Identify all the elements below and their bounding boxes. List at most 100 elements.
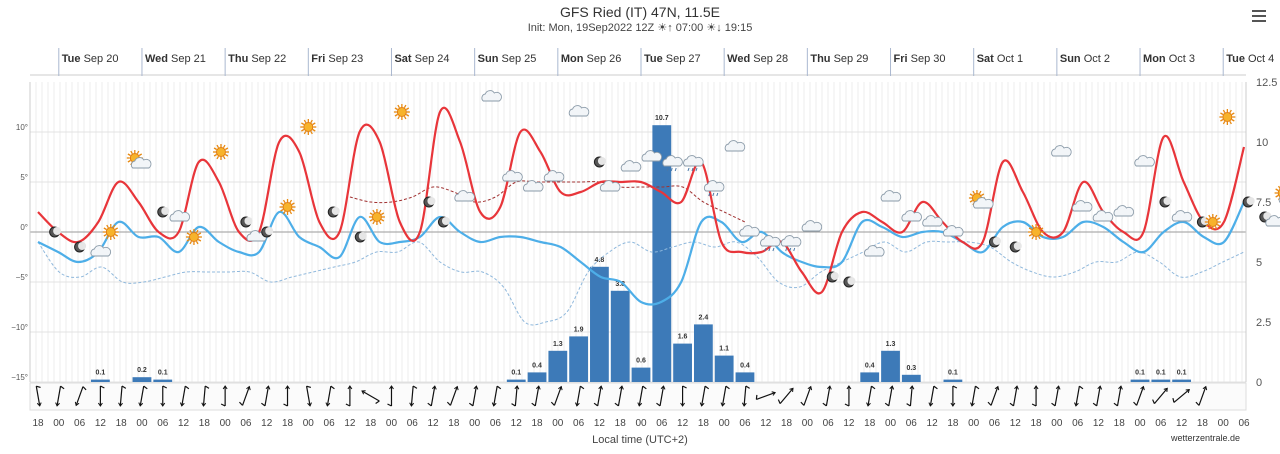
day-label-dow: Sat — [394, 53, 414, 65]
day-label: Sun Oct 2 — [1060, 53, 1110, 65]
hour-label: 18 — [781, 418, 793, 429]
hour-label: 12 — [677, 418, 689, 429]
init-label: Init: Mon, 19Sep2022 12Z — [527, 22, 655, 34]
precip-bar — [901, 374, 921, 382]
temperature-line — [37, 106, 1246, 295]
day-label-date: Oct 1 — [997, 53, 1023, 65]
wind-barb — [928, 385, 938, 407]
precip-label: 0.1 — [1156, 370, 1166, 377]
y-right-tick: 10 — [1256, 137, 1268, 149]
cloud-icon — [641, 150, 663, 162]
hour-label: 00 — [968, 418, 980, 429]
precip-bar — [1130, 379, 1150, 382]
hour-label: 18 — [282, 418, 294, 429]
rain-icon — [780, 235, 802, 252]
precip-label: 0.1 — [158, 370, 168, 377]
wind-barb — [656, 385, 666, 407]
precip-label: 0.2 — [137, 367, 147, 374]
day-label: Wed Sep 28 — [727, 53, 788, 65]
hour-label: 18 — [1197, 418, 1209, 429]
hour-label: 06 — [324, 418, 336, 429]
wind-barb — [387, 385, 394, 407]
precip-bar — [90, 379, 110, 382]
sun-icon — [212, 144, 229, 160]
chart-title: GFS Ried (IT) 47N, 11.5E — [559, 4, 720, 20]
wind-barb — [1195, 385, 1208, 406]
cloud-icon — [739, 225, 760, 237]
day-label: Fri Sep 23 — [311, 53, 363, 65]
moon-icon — [240, 216, 253, 228]
wind-barb — [35, 385, 42, 407]
wind-barb — [950, 385, 958, 407]
hour-label: 18 — [116, 418, 128, 429]
hour-label: 12 — [1093, 418, 1105, 429]
sun-icon — [1028, 224, 1045, 240]
cloud-icon — [724, 140, 746, 152]
hour-label: 06 — [1238, 418, 1250, 429]
day-label: Tue Sep 27 — [644, 53, 701, 65]
moon-icon — [826, 271, 839, 283]
precip-label: 0.4 — [532, 362, 542, 369]
day-label-date: Sep 22 — [251, 53, 286, 65]
wind-barb — [970, 385, 980, 407]
day-label: Tue Sep 20 — [62, 53, 119, 65]
precip-bar — [590, 266, 609, 382]
wind-barb — [822, 385, 832, 407]
day-label-dow: Sun — [1060, 53, 1084, 65]
hour-label: 00 — [719, 418, 731, 429]
wind-barb — [574, 385, 585, 407]
y-left-tick: −10° — [11, 323, 28, 332]
wind-barb — [884, 385, 895, 407]
day-label-dow: Mon — [1143, 53, 1169, 65]
wind-barb — [427, 385, 437, 407]
init-line: Init: Mon, 19Sep2022 12Z ☀↑ 07:00 ☀↓ 19:… — [0, 21, 1280, 34]
wind-barb — [637, 385, 647, 407]
y-left-tick: −15° — [11, 373, 28, 382]
precip-bar — [506, 379, 526, 382]
precip-bar — [943, 379, 963, 382]
day-label: Sat Sep 24 — [394, 53, 449, 65]
precip-label: 0.1 — [1177, 370, 1187, 377]
sunset-time: 19:15 — [724, 22, 753, 34]
hour-label: 12 — [511, 418, 523, 429]
cloud-icon — [523, 180, 544, 192]
cloud-icon — [1113, 205, 1135, 217]
wind-barb — [1074, 385, 1084, 407]
wind-barb — [74, 386, 87, 407]
precip-label: 1.9 — [574, 326, 584, 333]
hour-label: 06 — [573, 418, 585, 429]
hour-label: 18 — [698, 418, 710, 429]
sun-icon — [300, 119, 317, 135]
wind-barb — [800, 385, 813, 406]
sunrise-time: 07:00 — [675, 22, 704, 34]
day-label-date: Sep 29 — [834, 53, 869, 65]
moon-icon — [1259, 211, 1272, 223]
sun-icon — [393, 104, 410, 120]
y-left-tick: 0° — [20, 223, 28, 232]
menu-icon[interactable] — [1252, 10, 1266, 25]
precip-label: 4.8 — [595, 257, 605, 264]
hour-label: 06 — [906, 418, 918, 429]
day-label-dow: Wed — [727, 53, 753, 65]
precip-label: 1.6 — [678, 334, 688, 341]
day-label-dow: Thu — [810, 53, 833, 65]
day-band — [30, 48, 1246, 76]
hour-label: 00 — [1134, 418, 1146, 429]
precip-bar — [693, 324, 713, 382]
sunset-icon: ☀↓ — [706, 22, 725, 34]
day-label-date: Sep 25 — [501, 53, 536, 65]
day-label-dow: Mon — [561, 53, 587, 65]
cloud-icon — [1265, 215, 1280, 227]
cloud-icon — [864, 245, 885, 257]
cloud-icon — [801, 220, 823, 232]
cloud-icon — [620, 160, 642, 172]
hour-label: 18 — [615, 418, 627, 429]
precip-bar — [153, 379, 173, 382]
precip-bar — [132, 377, 152, 382]
hour-label: 00 — [1218, 418, 1230, 429]
precip-label: 0.1 — [948, 370, 958, 377]
hour-label: 06 — [490, 418, 502, 429]
hour-label: 18 — [1031, 418, 1043, 429]
day-label-dow: Sat — [977, 53, 997, 65]
